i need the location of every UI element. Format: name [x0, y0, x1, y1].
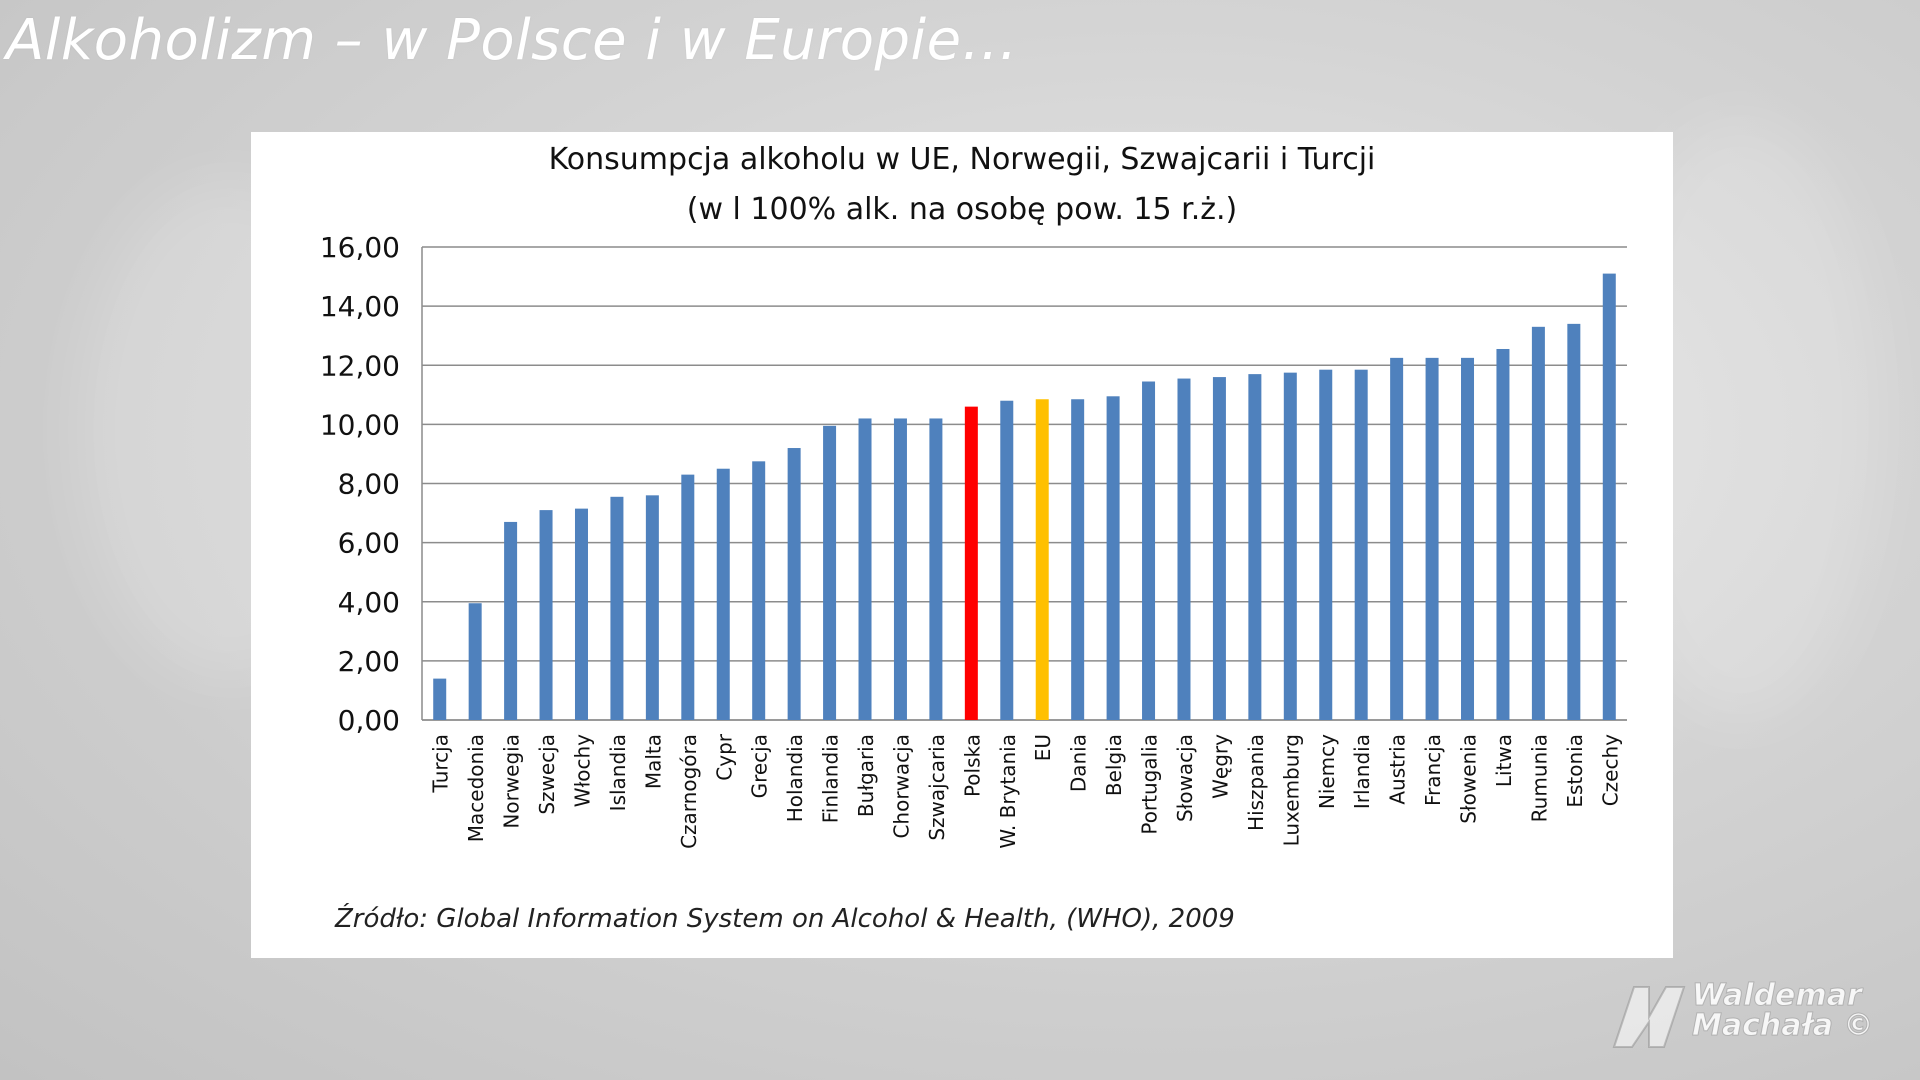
bar-0: [433, 678, 447, 720]
bar-28: [1425, 357, 1439, 720]
chart-panel: Konsumpcja alkoholu w UE, Norwegii, Szwa…: [251, 132, 1673, 958]
bar-12: [858, 418, 872, 720]
bar-10: [787, 448, 801, 720]
bar-26: [1354, 369, 1368, 720]
bar-2: [504, 521, 518, 720]
x-tick-label: Czarnogóra: [677, 734, 701, 849]
bar-31: [1531, 326, 1545, 720]
x-tick-label: Czechy: [1598, 734, 1622, 806]
bar-27: [1390, 357, 1404, 720]
slide-title: Alkoholizm – w Polsce i w Europie…: [6, 8, 1019, 73]
x-tick-label: Estonia: [1563, 734, 1587, 808]
watermark: Waldemar Machała ©: [1604, 972, 1904, 1062]
x-tick-label: Szwecja: [535, 734, 559, 815]
y-tick-label: 12,00: [320, 349, 400, 382]
bar-14: [929, 418, 943, 720]
y-tick-label: 2,00: [338, 645, 400, 678]
x-tick-label: Cypr: [712, 733, 736, 780]
y-tick-label: 16,00: [320, 231, 400, 264]
y-tick-label: 8,00: [338, 468, 400, 501]
x-tick-label: Irlandia: [1350, 734, 1374, 809]
x-tick-label: Macedonia: [464, 734, 488, 842]
bar-21: [1177, 378, 1191, 720]
bar-6: [645, 495, 659, 720]
x-tick-label: Francja: [1421, 734, 1445, 806]
x-tick-label: Dania: [1067, 734, 1091, 792]
y-tick-label: 6,00: [338, 527, 400, 560]
bar-23: [1248, 374, 1262, 720]
watermark-logo-icon: [1612, 986, 1686, 1048]
watermark-surname: Machała ©: [1691, 1008, 1874, 1043]
bar-16: [1000, 400, 1014, 720]
x-tick-label: Szwajcaria: [925, 734, 949, 841]
x-tick-label: Austria: [1386, 734, 1410, 805]
bar-3: [539, 510, 553, 720]
x-tick-label: Luxemburg: [1279, 734, 1303, 846]
bar-19: [1106, 396, 1120, 720]
y-tick-label: 0,00: [338, 704, 400, 737]
x-tick-label: Bułgaria: [854, 734, 878, 817]
source-note: Źródło: Global Information System on Alc…: [335, 904, 1235, 934]
x-tick-label: Litwa: [1492, 734, 1516, 787]
x-tick-label: Rumunia: [1527, 734, 1551, 822]
x-tick-label: Turcja: [429, 734, 453, 793]
x-tick-label: Belgia: [1102, 734, 1126, 796]
bar-33: [1602, 273, 1616, 720]
x-tick-label: Włochy: [570, 734, 594, 807]
bar-18: [1071, 399, 1085, 720]
x-tick-label: Polska: [960, 734, 984, 797]
x-tick-label: Węgry: [1208, 734, 1232, 799]
bar-11: [823, 425, 837, 720]
x-tick-label: Holandia: [783, 734, 807, 822]
bar-9: [752, 461, 766, 720]
bar-29: [1461, 357, 1475, 720]
bar-7: [681, 474, 695, 720]
bar-25: [1319, 369, 1333, 720]
x-tick-label: W. Brytania: [996, 734, 1020, 849]
x-tick-label: Portugalia: [1138, 734, 1162, 835]
bar-15: [964, 406, 978, 720]
y-tick-label: 4,00: [338, 586, 400, 619]
x-tick-label: Islandia: [606, 734, 630, 811]
x-tick-label: Finlandia: [819, 734, 843, 823]
x-tick-label: Norwegia: [500, 734, 524, 829]
x-tick-label: Chorwacja: [889, 734, 913, 839]
x-tick-label: Niemcy: [1315, 734, 1339, 809]
bar-32: [1567, 323, 1581, 720]
x-tick-label: Malta: [641, 734, 665, 789]
bar-24: [1283, 372, 1297, 720]
x-tick-label: EU: [1031, 734, 1055, 761]
bar-13: [893, 418, 907, 720]
bar-8: [716, 468, 730, 720]
y-tick-label: 10,00: [320, 408, 400, 441]
chart-subtitle: (w l 100% alk. na osobę pow. 15 r.ż.): [686, 192, 1238, 227]
bar-4: [574, 508, 588, 720]
x-tick-label: Hiszpania: [1244, 734, 1268, 831]
chart-title: Konsumpcja alkoholu w UE, Norwegii, Szwa…: [548, 142, 1376, 177]
y-tick-label: 14,00: [320, 290, 400, 323]
bar-1: [468, 603, 482, 720]
bar-20: [1142, 381, 1156, 720]
bar-chart: 0,00 2,00 4,00 6,00 8,00 10,00 12,00 14,00 16,00…: [320, 231, 1627, 849]
bar-30: [1496, 348, 1510, 720]
bar-22: [1212, 377, 1226, 720]
x-tick-label: Grecja: [748, 734, 772, 798]
x-tick-label: Słowenia: [1457, 734, 1481, 824]
watermark-name: Waldemar: [1692, 978, 1863, 1013]
bar-5: [610, 496, 624, 720]
bar-17: [1035, 399, 1049, 720]
x-tick-label: Słowacja: [1173, 734, 1197, 822]
